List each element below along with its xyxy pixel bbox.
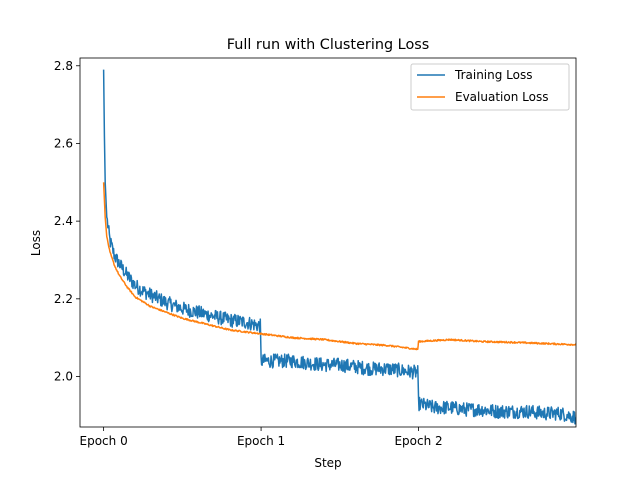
y-tick-label: 2.2: [54, 292, 73, 306]
x-tick-label: Epoch 1: [237, 434, 285, 448]
x-axis-label: Step: [314, 456, 341, 470]
series-layer: [102, 69, 576, 425]
legend-label: Evaluation Loss: [455, 90, 548, 104]
legend: Training Loss Evaluation Loss: [410, 63, 570, 111]
y-axis: 2.0 2.2 2.4 2.6 2.8: [54, 59, 80, 384]
legend-label: Training Loss: [454, 68, 532, 82]
x-tick-label: Epoch 2: [394, 434, 442, 448]
y-tick-label: 2.0: [54, 370, 73, 384]
x-axis: Epoch 0 Epoch 1 Epoch 2: [80, 427, 443, 448]
y-tick-label: 2.4: [54, 214, 73, 228]
y-tick-label: 2.8: [54, 59, 73, 73]
plot-frame: [79, 57, 577, 428]
series-line: [102, 182, 576, 351]
y-axis-label: Loss: [29, 230, 43, 256]
x-tick-label: Epoch 0: [80, 434, 128, 448]
y-tick-label: 2.6: [54, 136, 73, 150]
series-line: [102, 69, 576, 425]
chart-title: Full run with Clustering Loss: [227, 37, 430, 53]
legend-box: [410, 63, 570, 111]
